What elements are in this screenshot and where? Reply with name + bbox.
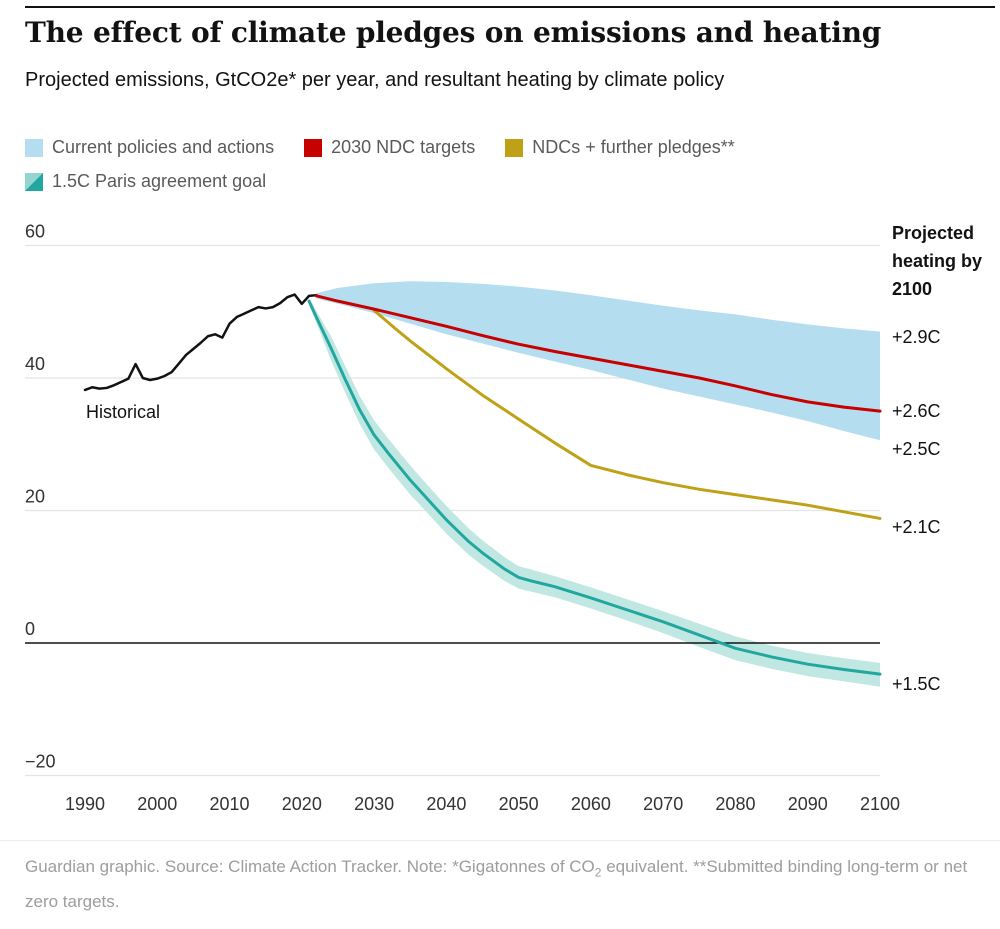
svg-text:2060: 2060 bbox=[571, 794, 611, 814]
legend-item-label: NDCs + further pledges** bbox=[532, 137, 735, 157]
svg-text:40: 40 bbox=[25, 354, 45, 374]
heating-label-2-9c: +2.9C bbox=[892, 327, 941, 347]
legend-item-label: Current policies and actions bbox=[52, 137, 275, 157]
heating-label-2-6c: +2.6C bbox=[892, 401, 941, 421]
svg-text:2100: 2100 bbox=[860, 794, 900, 814]
heating-label-1-5c: +1.5C bbox=[892, 674, 941, 694]
legend-item-label: 1.5C Paris agreement goal bbox=[52, 171, 267, 191]
ndc-targets-swatch-icon bbox=[304, 138, 323, 157]
legend-item-further-pledges: NDCs + further pledges** bbox=[505, 137, 735, 158]
svg-text:2090: 2090 bbox=[788, 794, 828, 814]
footer-text-part1: Guardian graphic. Source: Climate Action… bbox=[25, 857, 595, 876]
page-title: The effect of climate pledges on emissio… bbox=[25, 16, 882, 49]
heating-label-2-1c: +2.1C bbox=[892, 517, 941, 537]
top-rule bbox=[25, 6, 995, 8]
svg-text:2000: 2000 bbox=[137, 794, 177, 814]
footer-subscript: 2 bbox=[594, 865, 602, 880]
svg-text:2080: 2080 bbox=[715, 794, 755, 814]
current-policies-swatch-icon bbox=[25, 138, 43, 157]
svg-text:2070: 2070 bbox=[643, 794, 683, 814]
legend-item-paris-goal: 1.5C Paris agreement goal bbox=[25, 171, 266, 192]
legend-item-ndc-targets: 2030 NDC targets bbox=[304, 137, 475, 158]
heating-label-2-5c: +2.5C bbox=[892, 439, 941, 459]
svg-text:2040: 2040 bbox=[426, 794, 466, 814]
svg-text:2050: 2050 bbox=[499, 794, 539, 814]
legend-item-current-policies: Current policies and actions bbox=[25, 137, 274, 158]
svg-text:0: 0 bbox=[25, 619, 35, 639]
svg-text:20: 20 bbox=[25, 487, 45, 507]
paris-goal-swatch-icon bbox=[25, 172, 43, 191]
svg-text:2030: 2030 bbox=[354, 794, 394, 814]
svg-text:60: 60 bbox=[25, 222, 45, 242]
svg-text:2010: 2010 bbox=[210, 794, 250, 814]
footer-text-part2: equivalent. **Submitted binding long-ter… bbox=[25, 857, 968, 912]
legend-row-1: Current policies and actions 2030 NDC ta… bbox=[25, 137, 735, 158]
projected-heating-heading: Projected heating by 2100 bbox=[892, 223, 983, 299]
legend-item-label: 2030 NDC targets bbox=[331, 137, 476, 157]
svg-text:2020: 2020 bbox=[282, 794, 322, 814]
footer-divider bbox=[0, 840, 1000, 841]
further-pledges-swatch-icon bbox=[505, 138, 524, 157]
historical-line-label: Historical bbox=[86, 402, 161, 422]
svg-text:1990: 1990 bbox=[65, 794, 105, 814]
page-subtitle: Projected emissions, GtCO2e* per year, a… bbox=[25, 69, 725, 91]
footer-note: Guardian graphic. Source: Climate Action… bbox=[25, 852, 977, 916]
legend: Current policies and actions 2030 NDC ta… bbox=[25, 137, 735, 192]
svg-text:−20: −20 bbox=[25, 752, 56, 772]
legend-row-2: 1.5C Paris agreement goal bbox=[25, 171, 735, 192]
